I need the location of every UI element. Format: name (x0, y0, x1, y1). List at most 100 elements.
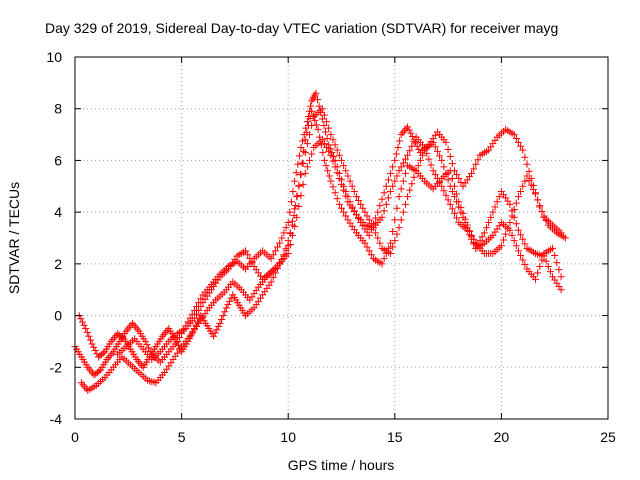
data-point (406, 147, 414, 155)
data-point (517, 251, 525, 259)
data-point (517, 231, 525, 239)
data-point (395, 167, 403, 175)
data-point (335, 151, 343, 159)
data-point (317, 141, 325, 149)
data-point (197, 295, 205, 303)
data-point (404, 123, 412, 131)
data-point (303, 140, 311, 148)
data-point (487, 213, 495, 221)
data-point (318, 105, 326, 113)
data-point (287, 198, 295, 206)
data-point (340, 208, 348, 216)
data-point (389, 228, 397, 236)
data-point (436, 152, 444, 160)
data-point (399, 159, 407, 167)
data-point (442, 191, 450, 199)
data-point (342, 192, 350, 200)
data-point (497, 242, 505, 250)
data-point (125, 323, 133, 331)
data-point (189, 328, 197, 336)
data-point (174, 341, 182, 349)
data-point (380, 207, 388, 215)
data-point (401, 200, 409, 208)
data-point (442, 138, 450, 146)
data-point (312, 89, 320, 97)
data-point (444, 176, 452, 184)
data-point (480, 229, 488, 237)
x-tick-label: 20 (494, 429, 510, 445)
data-point (327, 131, 335, 139)
data-point (269, 251, 277, 259)
data-point (274, 243, 282, 251)
data-point (291, 205, 299, 213)
data-point (389, 243, 397, 251)
data-point (429, 138, 437, 146)
data-point (519, 256, 527, 264)
data-point (444, 145, 452, 153)
data-point (293, 192, 301, 200)
y-tick-label: 0 (54, 308, 62, 324)
data-point (382, 200, 390, 208)
data-point (136, 359, 144, 367)
data-point (468, 169, 476, 177)
data-point (297, 191, 305, 199)
data-point (106, 352, 114, 360)
data-point (378, 213, 386, 221)
data-point (394, 144, 402, 151)
data-point (415, 145, 423, 153)
data-point (380, 255, 388, 263)
data-point (184, 337, 192, 345)
data-point (284, 218, 292, 226)
data-point (248, 259, 256, 267)
data-point (295, 152, 303, 160)
data-point (190, 325, 198, 332)
data-point (327, 177, 335, 185)
data-point (308, 122, 316, 130)
data-point (431, 171, 439, 179)
data-point (173, 338, 181, 346)
data-point (532, 275, 540, 283)
data-point (555, 266, 563, 274)
data-point (331, 189, 339, 197)
data-point (512, 220, 520, 228)
data-point (190, 314, 198, 322)
data-point (397, 216, 405, 224)
data-point (387, 250, 395, 258)
data-point (414, 162, 422, 170)
data-point (536, 262, 544, 270)
data-point (431, 143, 439, 151)
data-point (286, 208, 294, 216)
data-point (446, 182, 454, 190)
data-point (363, 212, 371, 220)
data-point (391, 216, 399, 224)
x-tick-label: 0 (71, 429, 79, 445)
data-point (307, 102, 315, 110)
data-point (408, 180, 416, 188)
data-point (267, 255, 275, 263)
data-point (338, 204, 345, 212)
data-point (85, 332, 93, 340)
data-point (86, 336, 94, 344)
data-point (376, 202, 384, 210)
data-point (222, 304, 230, 312)
data-point (470, 165, 478, 173)
data-point (482, 224, 490, 232)
data-point (433, 147, 441, 155)
data-point (246, 255, 254, 263)
y-tick-label: 10 (46, 49, 62, 65)
data-point (242, 247, 250, 255)
data-point (323, 118, 331, 126)
data-point (384, 176, 392, 184)
data-point (406, 186, 414, 194)
data-point (340, 162, 348, 170)
data-point (392, 150, 400, 158)
data-point (532, 190, 540, 198)
data-point (521, 153, 529, 161)
data-point (512, 134, 520, 142)
data-point (453, 198, 461, 206)
data-point (463, 226, 471, 234)
data-point (510, 206, 518, 214)
data-point (89, 369, 97, 377)
data-point (346, 177, 354, 185)
data-point (510, 237, 518, 245)
